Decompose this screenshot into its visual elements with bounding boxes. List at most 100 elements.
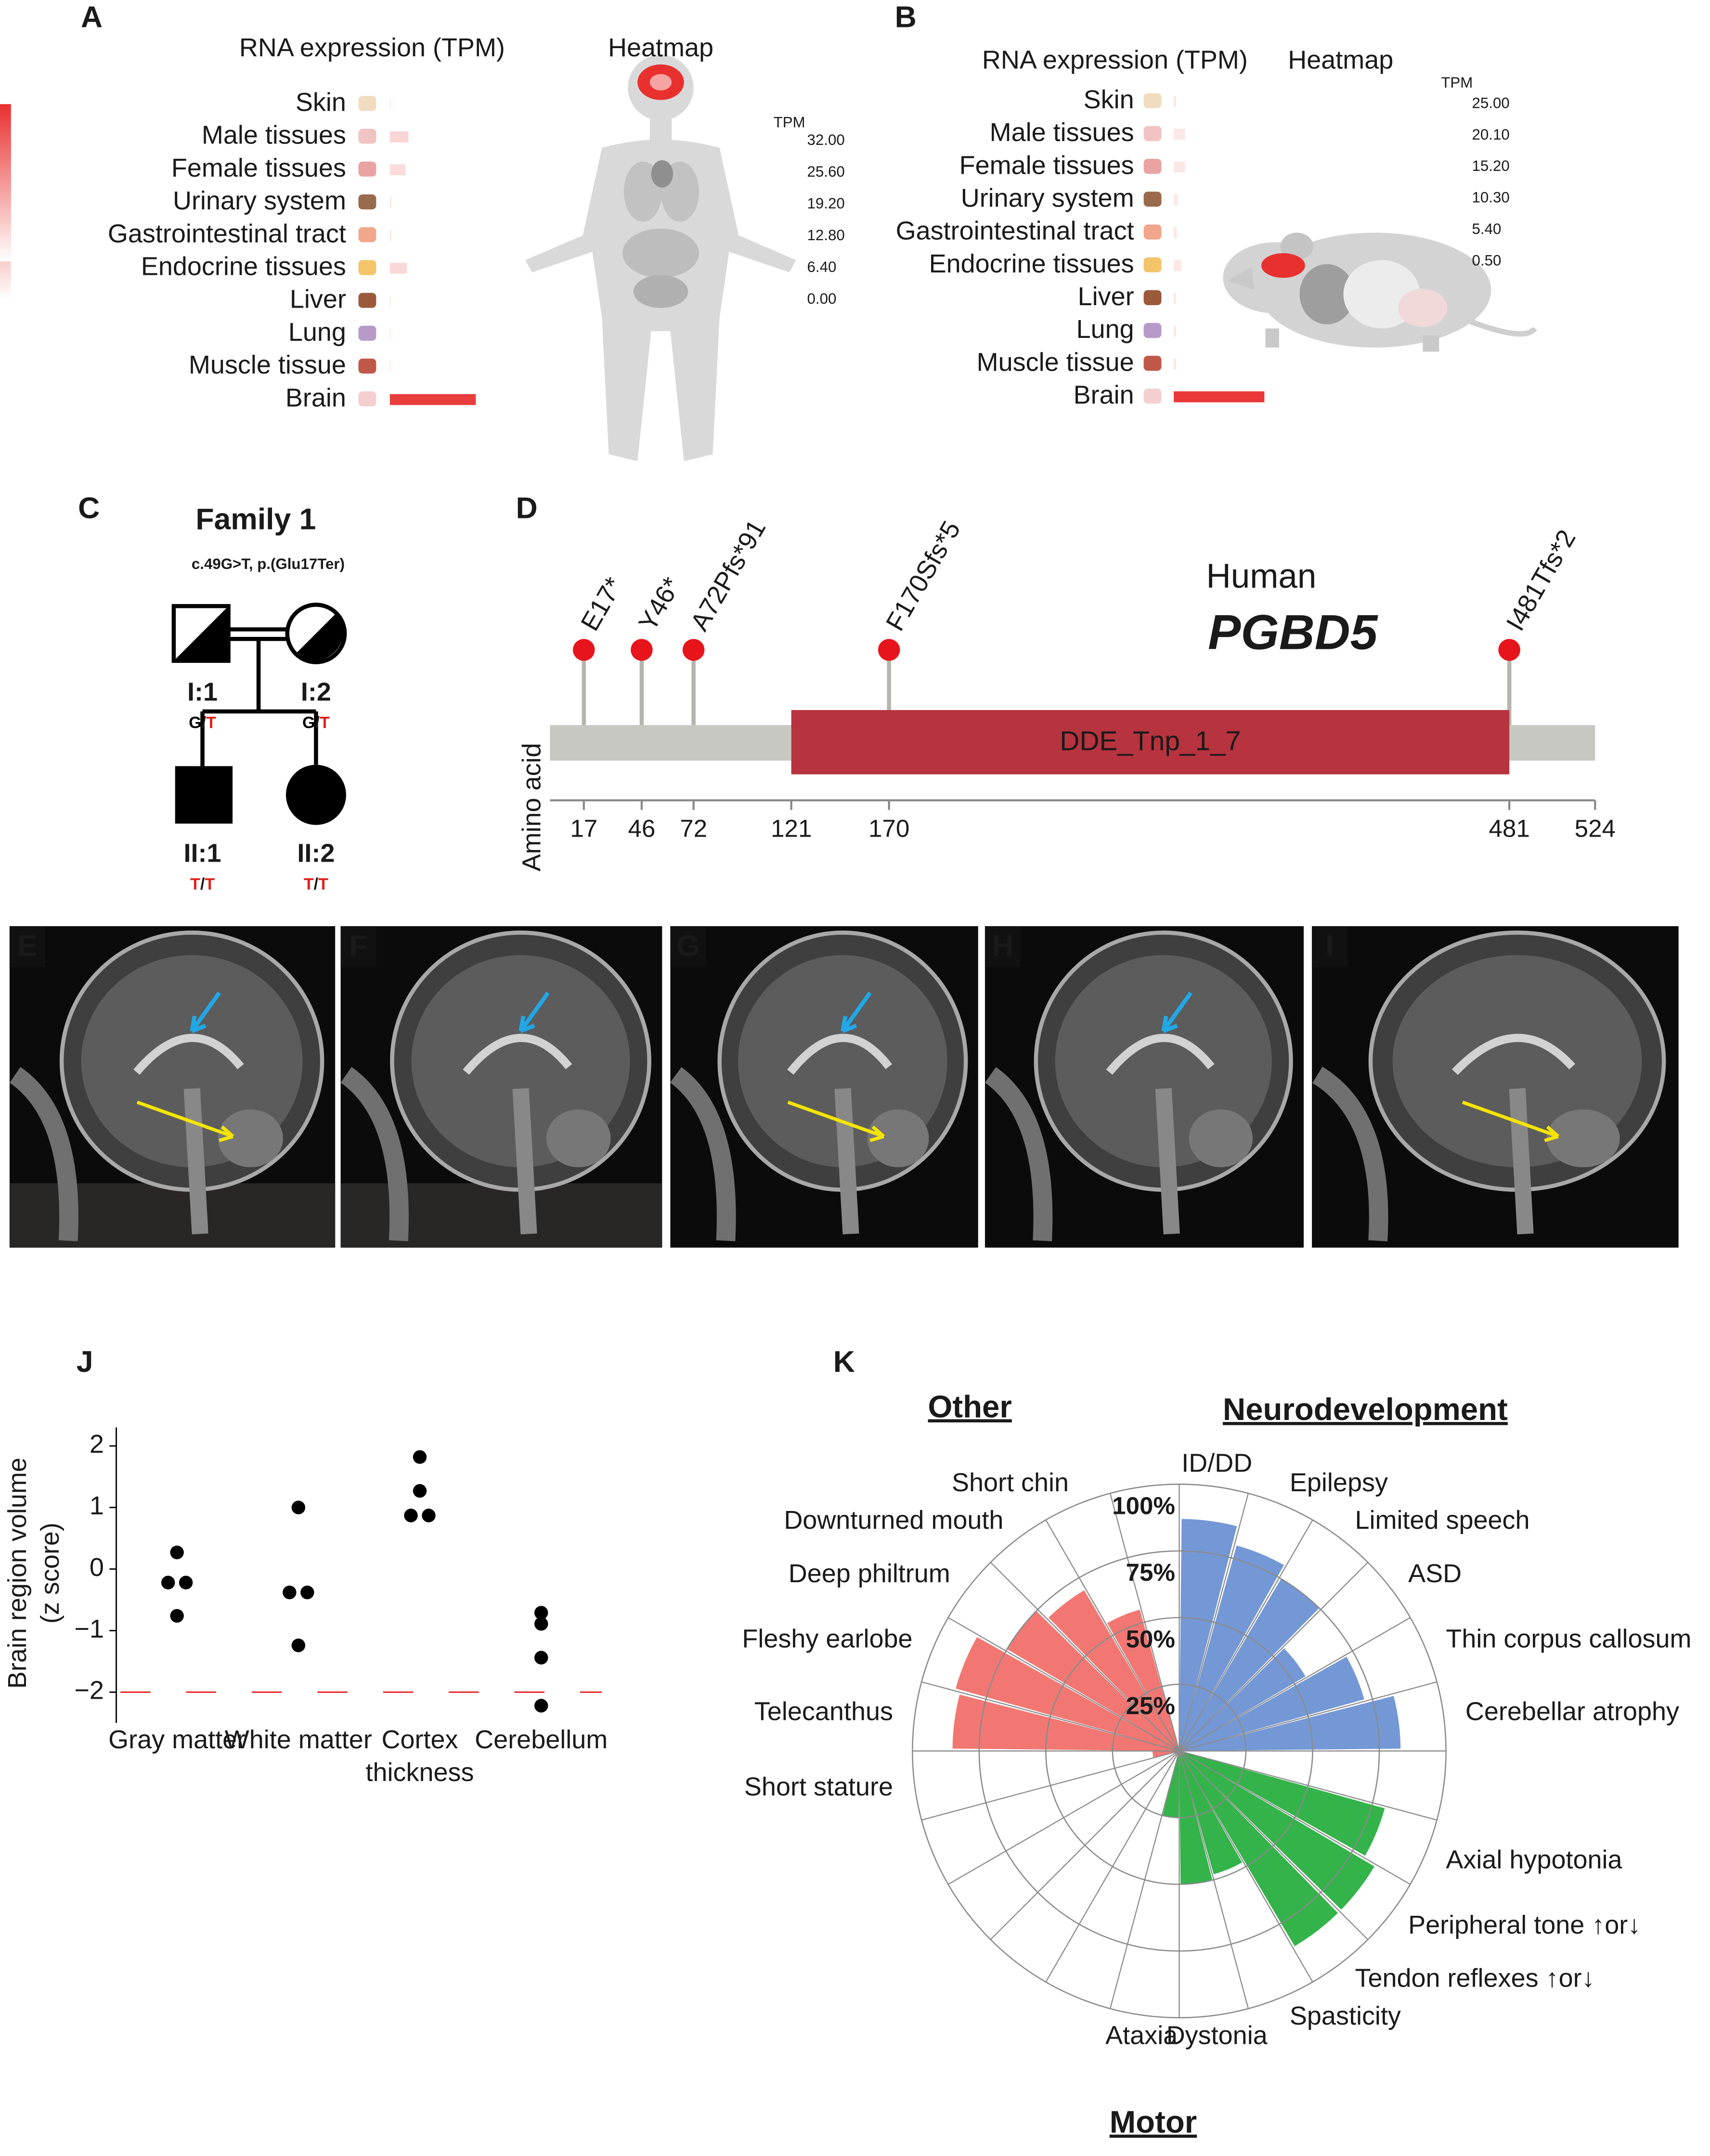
x-tick-label: 481 — [1489, 815, 1529, 842]
bar — [1174, 194, 1178, 206]
organism: Human — [1206, 557, 1316, 595]
tissue-icon — [358, 194, 376, 210]
bar — [1174, 161, 1185, 173]
category-label: Thin corpus callosum — [1446, 1624, 1691, 1653]
polar-bar — [1179, 1519, 1237, 1751]
bar — [1174, 129, 1185, 140]
tissue-icon — [1143, 388, 1162, 404]
bar — [1174, 391, 1265, 402]
panel-letter: H — [992, 929, 1013, 963]
bar — [1174, 227, 1177, 238]
variant-marker — [631, 639, 653, 661]
x-tick-label-box: Gray matter — [108, 1726, 246, 1756]
variant-label: I481Tfs*2 — [1501, 525, 1581, 635]
mri-cerebellum — [867, 1109, 929, 1167]
colorbar-tick-label: 15.20 — [1472, 157, 1510, 174]
mri-letter-bg — [670, 926, 706, 968]
panel-letter: F — [349, 929, 367, 963]
bar — [1174, 358, 1176, 370]
grid-ring — [1112, 1683, 1247, 1819]
pedigree-title: Family 1 — [195, 502, 316, 536]
heatmap-title: Heatmap — [1288, 45, 1393, 74]
x-tick-label: 524 — [1575, 815, 1616, 842]
colorbar — [0, 104, 11, 262]
category-label: Skin — [296, 88, 346, 117]
x-tick-label: 46 — [628, 815, 655, 842]
category-label: Epilepsy — [1290, 1468, 1388, 1497]
x-tick-label-box: White matter — [224, 1726, 372, 1756]
mri-brainstem — [834, 1088, 859, 1235]
category-label: Female tissues — [959, 151, 1134, 180]
y-tick-label: −1 — [74, 1614, 104, 1643]
tissue-icon — [1143, 93, 1162, 108]
y-axis-title: Brain region volume — [3, 1458, 32, 1689]
category-label: Telecanthus — [754, 1697, 893, 1726]
dot — [413, 1450, 427, 1464]
dot — [413, 1484, 427, 1498]
individual-id: I:1 — [187, 677, 218, 706]
genotype: G/T — [302, 714, 330, 732]
mri-corpus-callosum — [1451, 1033, 1576, 1075]
x-tick-label: 121 — [771, 815, 812, 842]
bar — [389, 98, 391, 110]
allele: G — [302, 714, 315, 732]
panel-letter: C — [78, 491, 100, 525]
mouse-heatmap — [1223, 232, 1537, 352]
dot — [534, 1617, 548, 1631]
category-label: Spasticity — [1290, 2001, 1401, 2030]
gene-name: PGBD5 — [1208, 605, 1379, 660]
mri-brainstem — [183, 1088, 208, 1235]
category-label: Female tissues — [171, 154, 346, 182]
colorbar-tick-label: 6.40 — [807, 258, 837, 275]
category-label: Male tissues — [990, 118, 1134, 147]
allele: T — [190, 875, 200, 893]
colorbar-tick-label: 12.80 — [807, 227, 845, 244]
bar — [1174, 260, 1181, 271]
variant-label: A72Pfs*91 — [685, 515, 772, 636]
tissue-icon — [358, 129, 376, 144]
polar-bar — [1179, 1656, 1364, 1751]
category-label: ASD — [1408, 1559, 1462, 1588]
chart-title: RNA expression (TPM) — [982, 45, 1248, 74]
category-label: Urinary system — [173, 186, 346, 215]
polar-bar — [1179, 1648, 1306, 1751]
r-tick-label: 100% — [1112, 1492, 1175, 1519]
panel-letter: A — [81, 0, 103, 34]
colorbar-tick-label: 0.50 — [1472, 252, 1502, 269]
dot — [534, 1606, 548, 1620]
bar — [1174, 293, 1176, 304]
mri-letter-bg — [340, 926, 376, 968]
tissue-icon — [1143, 257, 1162, 272]
mri-cerebellum — [1189, 1109, 1253, 1167]
colorbar-tick-label: 5.40 — [1472, 220, 1502, 237]
dot — [170, 1609, 184, 1623]
category-label: ID/DD — [1181, 1448, 1252, 1477]
bar — [1174, 96, 1176, 107]
x-tick-label: White matter — [224, 1726, 372, 1756]
polar-bar — [1179, 1545, 1284, 1751]
category-label: Short chin — [952, 1468, 1069, 1497]
mri-face — [985, 1067, 1053, 1241]
tissue-icon — [358, 358, 376, 374]
x-tick-label: Cortex thickness — [365, 1726, 474, 1788]
carrier-shade — [173, 606, 229, 661]
variant-marker — [878, 639, 900, 661]
mri-arrow-yellow — [136, 1100, 234, 1142]
allele: T — [206, 714, 216, 732]
category-label: Ataxia — [1105, 2021, 1178, 2050]
variant-label: E17* — [575, 572, 629, 635]
genotype: T/T — [304, 875, 328, 893]
grid-ring — [978, 1550, 1380, 1952]
bar — [389, 164, 406, 176]
individual-id: II:2 — [297, 839, 335, 868]
allele-separator: / — [200, 875, 205, 893]
bar — [389, 394, 476, 405]
allele-separator: / — [314, 875, 319, 893]
polar-bar — [956, 1637, 1179, 1751]
x-tick-label: Gray matter — [108, 1726, 246, 1756]
category-label: Brain — [1074, 381, 1134, 410]
genotype: G/T — [189, 714, 216, 732]
tissue-icon — [1143, 356, 1162, 371]
dot — [291, 1500, 306, 1514]
